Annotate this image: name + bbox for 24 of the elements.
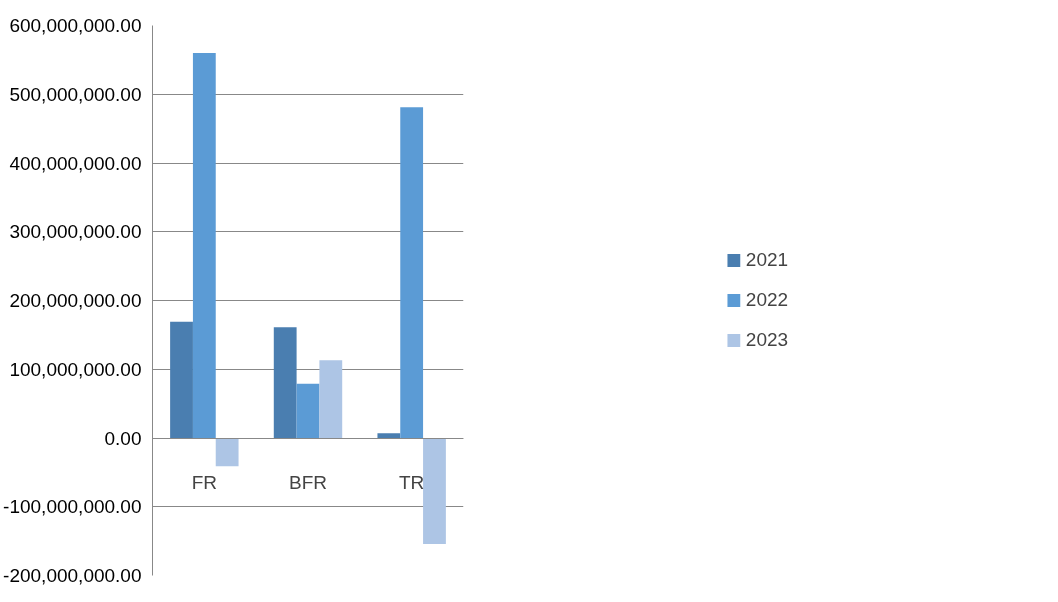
y-tick-label: 400,000,000.00: [9, 152, 142, 174]
x-tick-label: TR: [399, 472, 425, 493]
bar: [170, 321, 193, 438]
x-tick-label: FR: [191, 472, 217, 493]
legend-label: 2023: [745, 329, 789, 351]
bar: [215, 438, 239, 467]
y-tick-label: 600,000,000.00: [9, 15, 142, 36]
bar: [273, 327, 297, 438]
y-tick-label: -100,000,000.00: [3, 496, 142, 518]
legend-label: 2022: [745, 289, 789, 311]
legend-label: 2021: [745, 249, 789, 271]
bar: [192, 53, 216, 438]
bar: [423, 438, 446, 544]
y-tick-label: -200,000,000.00: [3, 565, 142, 586]
bar: [377, 433, 401, 438]
bar: [319, 360, 343, 438]
y-tick-label: 0.00: [104, 427, 142, 449]
y-tick-label: 200,000,000.00: [9, 290, 142, 311]
bar: [400, 107, 424, 438]
y-tick-label: 500,000,000.00: [9, 83, 142, 105]
y-tick-label: 300,000,000.00: [9, 221, 142, 243]
x-tick-label: BFR: [289, 472, 327, 493]
bar: [296, 383, 320, 438]
y-tick-label: 100,000,000.00: [9, 358, 142, 380]
